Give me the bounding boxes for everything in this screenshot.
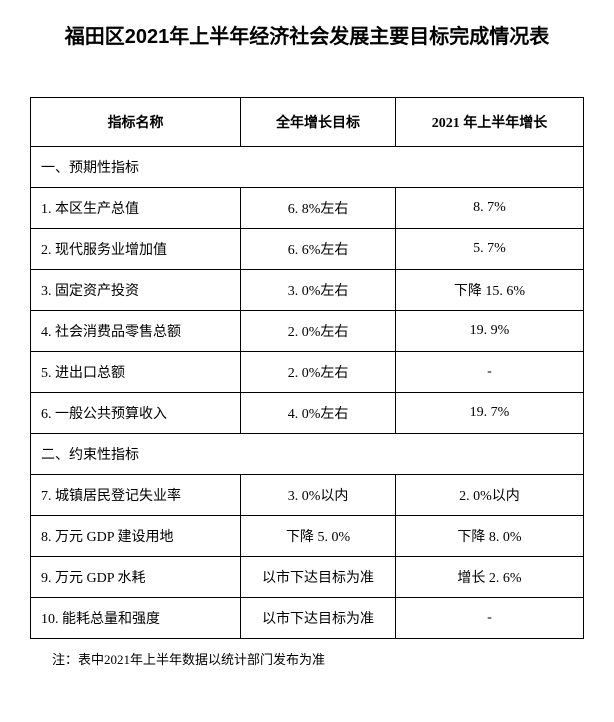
- table-row: 4. 社会消费品零售总额 2. 0%左右 19. 9%: [31, 311, 584, 352]
- row-target: 2. 0%左右: [241, 352, 396, 393]
- table-row: 10. 能耗总量和强度 以市下达目标为准 -: [31, 598, 584, 639]
- row-target: 以市下达目标为准: [241, 598, 396, 639]
- row-actual: 2. 0%以内: [395, 475, 583, 516]
- row-target: 4. 0%左右: [241, 393, 396, 434]
- row-label: 6. 一般公共预算收入: [31, 393, 241, 434]
- row-actual: 增长 2. 6%: [395, 557, 583, 598]
- row-label: 7. 城镇居民登记失业率: [31, 475, 241, 516]
- row-target: 3. 0%左右: [241, 270, 396, 311]
- row-actual: 8. 7%: [395, 188, 583, 229]
- row-actual: 19. 9%: [395, 311, 583, 352]
- header-target: 全年增长目标: [241, 98, 396, 147]
- row-label: 5. 进出口总额: [31, 352, 241, 393]
- row-actual: 下降 15. 6%: [395, 270, 583, 311]
- row-target: 3. 0%以内: [241, 475, 396, 516]
- row-actual: 19. 7%: [395, 393, 583, 434]
- section-row: 一、预期性指标: [31, 147, 584, 188]
- row-label: 2. 现代服务业增加值: [31, 229, 241, 270]
- row-target: 6. 8%左右: [241, 188, 396, 229]
- table-row: 9. 万元 GDP 水耗 以市下达目标为准 增长 2. 6%: [31, 557, 584, 598]
- table-row: 2. 现代服务业增加值 6. 6%左右 5. 7%: [31, 229, 584, 270]
- row-target: 以市下达目标为准: [241, 557, 396, 598]
- table-row: 8. 万元 GDP 建设用地 下降 5. 0% 下降 8. 0%: [31, 516, 584, 557]
- row-actual: 5. 7%: [395, 229, 583, 270]
- header-name: 指标名称: [31, 98, 241, 147]
- table-row: 1. 本区生产总值 6. 8%左右 8. 7%: [31, 188, 584, 229]
- section-2-label: 二、约束性指标: [31, 434, 584, 475]
- footnote: 注：表中2021年上半年数据以统计部门发布为准: [30, 649, 584, 668]
- row-target: 2. 0%左右: [241, 311, 396, 352]
- table-row: 6. 一般公共预算收入 4. 0%左右 19. 7%: [31, 393, 584, 434]
- row-label: 8. 万元 GDP 建设用地: [31, 516, 241, 557]
- table-row: 7. 城镇居民登记失业率 3. 0%以内 2. 0%以内: [31, 475, 584, 516]
- row-actual: -: [395, 352, 583, 393]
- row-actual: 下降 8. 0%: [395, 516, 583, 557]
- table-row: 3. 固定资产投资 3. 0%左右 下降 15. 6%: [31, 270, 584, 311]
- row-label: 3. 固定资产投资: [31, 270, 241, 311]
- table-row: 5. 进出口总额 2. 0%左右 -: [31, 352, 584, 393]
- row-label: 4. 社会消费品零售总额: [31, 311, 241, 352]
- page-title: 福田区2021年上半年经济社会发展主要目标完成情况表: [30, 20, 584, 49]
- row-label: 10. 能耗总量和强度: [31, 598, 241, 639]
- row-target: 下降 5. 0%: [241, 516, 396, 557]
- section-row: 二、约束性指标: [31, 434, 584, 475]
- table-header-row: 指标名称 全年增长目标 2021 年上半年增长: [31, 98, 584, 147]
- header-actual: 2021 年上半年增长: [395, 98, 583, 147]
- row-actual: -: [395, 598, 583, 639]
- row-label: 1. 本区生产总值: [31, 188, 241, 229]
- row-target: 6. 6%左右: [241, 229, 396, 270]
- row-label: 9. 万元 GDP 水耗: [31, 557, 241, 598]
- indicators-table: 指标名称 全年增长目标 2021 年上半年增长 一、预期性指标 1. 本区生产总…: [30, 97, 584, 639]
- section-1-label: 一、预期性指标: [31, 147, 584, 188]
